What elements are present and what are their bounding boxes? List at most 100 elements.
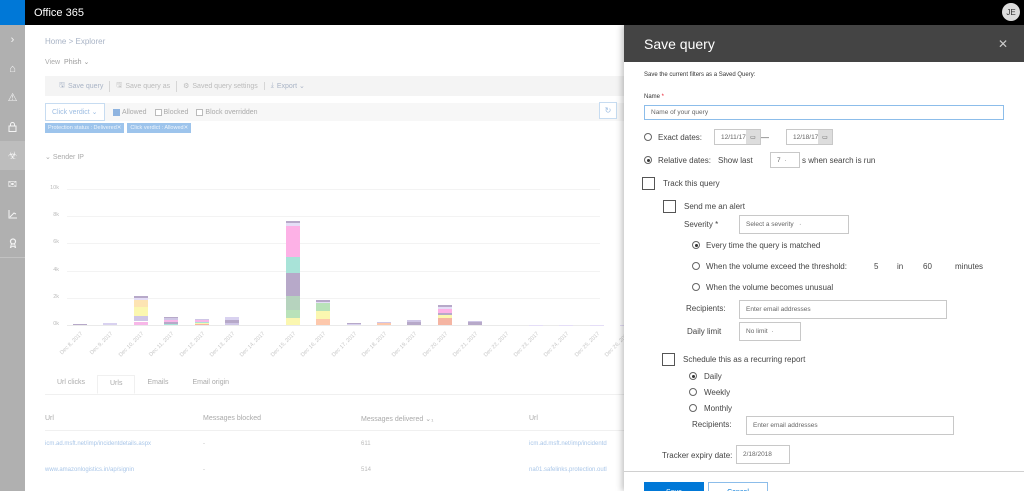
calendar-icon[interactable]: ▭ [746,130,760,144]
x-axis-tick-label: Dec 8, 2017 [59,331,85,357]
breadcrumb-home[interactable]: Home [45,37,67,46]
exact-to-date-input[interactable]: 12/18/17 ▭ [786,129,833,145]
relative-dates-radio[interactable] [644,156,652,164]
breadcrumb: Home > Explorer [45,37,105,46]
query-name-input[interactable]: Name of your query [644,105,1004,120]
chart-bar[interactable] [437,304,452,325]
send-alert-checkbox[interactable] [663,200,676,213]
alert-every-match-radio[interactable] [692,241,700,249]
filter-allowed[interactable]: Allowed [113,108,147,116]
alert-threshold-radio[interactable] [692,262,700,270]
exact-from-date-input[interactable]: 12/11/17 ▭ [714,129,761,145]
filter-chip-click-verdict[interactable]: Click verdict : Allowed✕ [127,123,192,133]
chart-bar[interactable] [407,319,422,325]
bar-segment [407,322,422,325]
alert-unusual-label: When the volume becomes unusual [706,283,834,292]
tab-url-clicks[interactable]: Url clicks [57,379,85,386]
track-query-checkbox[interactable] [642,177,655,190]
daily-limit-dropdown[interactable]: No limit · [739,322,801,341]
relative-days-dropdown[interactable]: 7 · [770,152,800,168]
avatar[interactable]: JE [1002,3,1020,21]
checkbox-icon[interactable] [196,108,204,116]
checkbox-checked-icon[interactable] [113,108,120,116]
chart-bar[interactable] [225,317,239,325]
sender-ip-chart: 0k 2k 4k 6k 8k 10k Dec 8, 2017 Dec 9, 2017 Dec 1… [45,185,635,360]
bar-segment [164,318,179,321]
checkbox-icon[interactable] [154,108,162,116]
main-content: Home > Explorer View Phish ⌄ 🖫 Save query … [25,25,645,491]
url-link[interactable]: icm.ad.msft.net/imp/incidentd [529,441,607,447]
messages-blocked-value: - [203,467,205,473]
column-header-url-2[interactable]: Url [529,415,538,422]
table-row[interactable]: icm.ad.msft.net/imp/incidentdetails.aspx… [45,431,645,457]
filter-block-overridden[interactable]: Block overridden [196,108,258,116]
home-icon[interactable]: ⌂ [9,62,16,75]
view-selector[interactable]: View Phish ⌄ [45,58,89,66]
close-icon[interactable]: ✕ [997,36,1008,51]
alert-unusual-radio[interactable] [692,283,700,291]
chart-bar[interactable] [468,320,483,325]
bar-segment [285,317,300,325]
chart-icon[interactable] [0,199,25,228]
gridline [67,189,600,190]
cancel-button[interactable]: Cancel [708,482,768,491]
frequency-daily-radio[interactable] [689,372,697,380]
lock-icon[interactable] [0,112,25,141]
exact-dates-radio[interactable] [644,133,652,141]
column-header-messages-delivered[interactable]: Messages delivered ⌄₁ [361,416,434,423]
refresh-button[interactable]: ↻ [599,102,617,119]
section-toggle-sender-ip[interactable]: ⌄ Sender IP [45,154,84,161]
expand-nav-icon[interactable]: › [10,33,15,46]
filter-chip-protection-status[interactable]: Protection status : Delivered✕ [45,123,125,133]
column-header-messages-blocked[interactable]: Messages blocked [203,415,261,422]
column-header-url[interactable]: Url [45,415,54,422]
tracker-expiry-input[interactable]: 2/18/2018 [736,445,790,464]
url-link[interactable]: na01.safelinks.protection.outl [529,467,607,473]
threshold-minutes-value[interactable]: 60 [923,262,932,271]
bar-segment [437,312,452,316]
table-row[interactable]: www.amazonlogistics.in/ap/signin - 514 n… [45,457,645,483]
url-link[interactable]: icm.ad.msft.net/imp/incidentdetails.aspx [45,441,152,447]
export-button[interactable]: ⤓ Export ⌄ [270,82,305,90]
tab-urls[interactable]: Urls [97,375,136,394]
frequency-weekly-radio[interactable] [689,388,697,396]
relative-suffix: s when search is run [802,156,876,165]
app-launcher-button[interactable] [0,0,25,25]
threshold-count[interactable]: 5 [874,262,879,271]
chart-bar[interactable] [377,321,391,325]
calendar-icon[interactable]: ▭ [818,130,832,144]
top-bar: Office 365 JE [0,0,1024,25]
chart-bar[interactable] [316,299,331,325]
chart-bar[interactable] [103,322,118,325]
schedule-report-checkbox[interactable] [662,353,675,366]
click-verdict-dropdown[interactable]: Click verdict ⌄ [45,103,105,121]
frequency-monthly-radio[interactable] [689,404,697,412]
severity-dropdown[interactable]: Select a severity · [739,215,849,234]
url-link[interactable]: www.amazonlogistics.in/ap/signin [45,467,135,473]
save-query-as-button[interactable]: 🖫 Save query as [110,80,178,92]
tab-email-origin[interactable]: Email origin [192,379,230,386]
bar-segment [377,321,391,323]
save-button[interactable]: Save [644,482,704,491]
chart-bar[interactable] [346,322,361,325]
save-query-button[interactable]: 🖫 Save query [53,80,111,92]
chart-bar[interactable] [164,316,179,325]
biohazard-icon[interactable]: ☣ [0,141,25,170]
alert-recipients-input[interactable]: Enter email addresses [739,300,947,319]
mail-icon[interactable]: ✉ [7,179,18,191]
filter-blocked[interactable]: Blocked [154,108,188,116]
alert-icon[interactable]: ⚠ [7,92,18,104]
report-recipients-input[interactable]: Enter email addresses [746,416,954,435]
daily-limit-label: Daily limit [687,327,722,336]
bar-segment [194,321,209,323]
chart-bar[interactable] [194,318,209,325]
x-axis-tick-label: Dec 24, 2017 [543,331,571,359]
view-value[interactable]: Phish ⌄ [64,59,90,66]
chart-bar[interactable] [73,323,87,325]
ribbon-icon[interactable] [0,228,25,257]
chart-bar[interactable] [133,296,148,325]
tab-emails[interactable]: Emails [147,379,169,386]
saved-query-settings-button[interactable]: ⚙ Saved query settings [177,82,265,90]
toolbar: 🖫 Save query 🖫 Save query as ⚙ Saved query … [45,76,625,96]
chart-bar[interactable] [285,221,300,325]
